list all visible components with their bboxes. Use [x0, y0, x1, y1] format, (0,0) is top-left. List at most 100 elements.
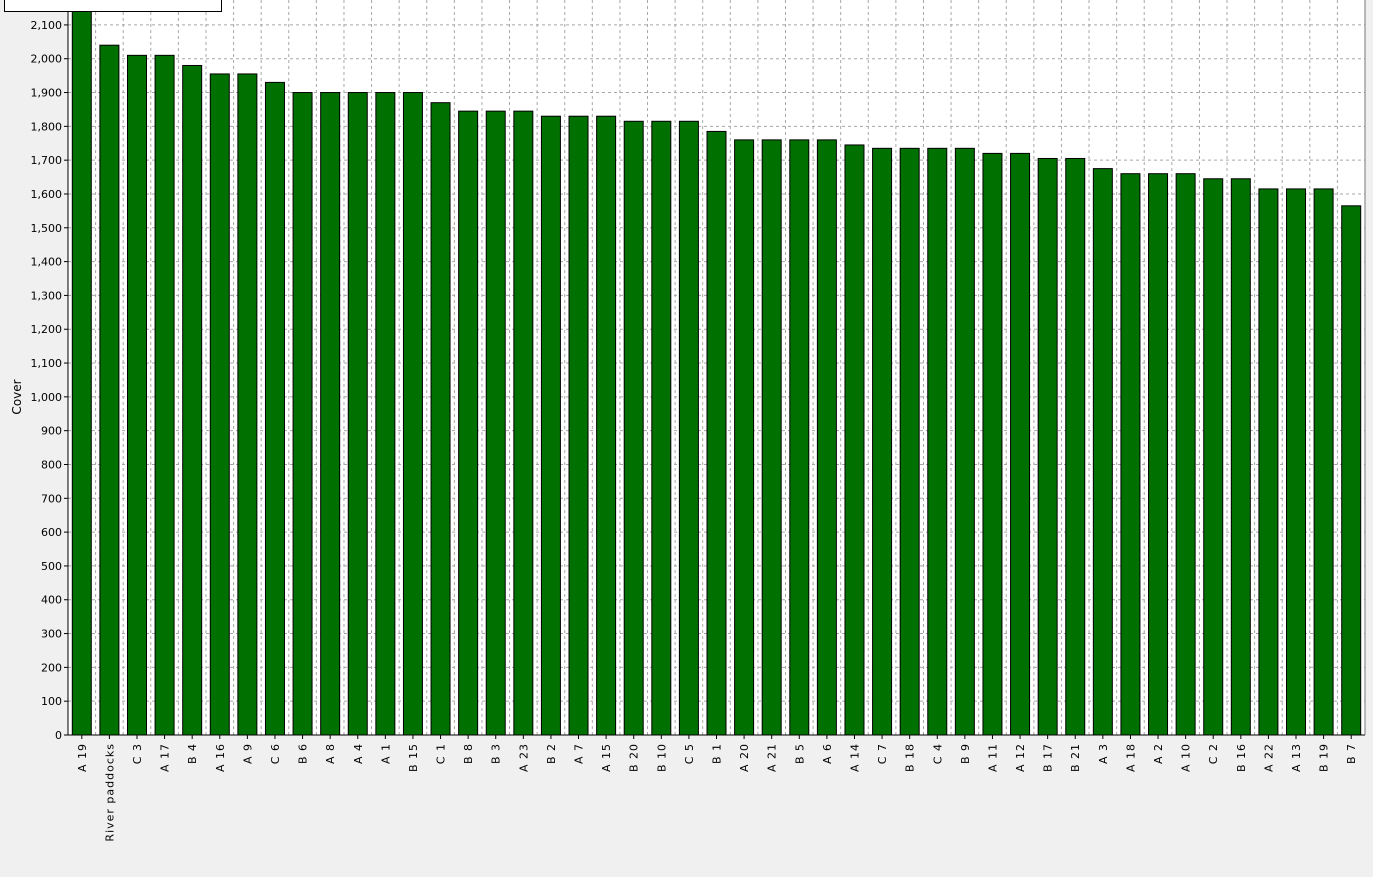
x-tick-label: B 2	[545, 743, 558, 764]
x-tick-label: A 18	[1124, 743, 1137, 772]
bar	[430, 102, 451, 736]
x-tick-label: River paddocks	[103, 743, 116, 842]
y-tick-label: 1,400	[31, 256, 63, 269]
x-tick-label: A 16	[214, 743, 227, 772]
y-tick-label: 700	[41, 492, 62, 505]
bar	[154, 54, 175, 736]
y-tick-label: 400	[41, 594, 62, 607]
x-tick-label: C 7	[876, 743, 889, 764]
bar	[899, 147, 920, 736]
bar	[623, 120, 644, 736]
y-tick-label: 1,700	[31, 154, 63, 167]
bar	[264, 81, 285, 736]
bar	[347, 92, 368, 736]
y-tick-label: 1,900	[31, 87, 63, 100]
x-tick-label: A 11	[986, 743, 999, 772]
bar	[1313, 188, 1334, 736]
bar	[1148, 173, 1169, 736]
y-tick-label: 200	[41, 661, 62, 674]
bar	[1203, 178, 1224, 736]
x-tick-label: A 3	[1097, 743, 1110, 764]
x-tick-label: B 3	[490, 743, 503, 764]
bar	[761, 139, 782, 736]
y-tick-label: 1,100	[31, 357, 63, 370]
axes: 0 100 200 300 400 500 600 700 800 900 1,000 1,100 1,…	[31, 0, 1366, 842]
x-tick-label: B 6	[297, 743, 310, 764]
y-tick-label: 2,100	[31, 19, 63, 32]
y-tick-label: 1,800	[31, 120, 63, 133]
bar	[513, 110, 534, 736]
x-tick-label: A 17	[159, 743, 172, 772]
x-tick-label: A 2	[1152, 743, 1165, 764]
bar	[375, 92, 396, 736]
bar	[126, 54, 147, 736]
x-tick-label: B 19	[1318, 743, 1331, 772]
x-tick-label: A 8	[324, 743, 337, 764]
x-tick-label: B 5	[793, 743, 806, 764]
y-tick-label: 800	[41, 458, 62, 471]
x-tick-label: B 4	[186, 743, 199, 764]
x-tick-label: A 23	[517, 743, 530, 772]
y-tick-label: 100	[41, 695, 62, 708]
y-tick-label: 1,000	[31, 391, 63, 404]
bar	[458, 110, 479, 736]
bar	[402, 92, 423, 736]
bar	[1286, 188, 1307, 736]
x-tick-label: A 9	[241, 743, 254, 764]
bar	[651, 120, 672, 736]
x-tick-label: A 13	[1290, 743, 1303, 772]
bar	[1065, 157, 1086, 736]
bar	[1120, 173, 1141, 736]
bar	[954, 147, 975, 736]
legend-box	[4, 0, 222, 12]
bar	[485, 110, 506, 736]
bar	[1341, 205, 1362, 736]
bar	[1230, 178, 1251, 736]
y-tick-label: 1,600	[31, 188, 63, 201]
x-tick-label: A 22	[1262, 743, 1275, 772]
bar	[1010, 152, 1031, 736]
bar	[872, 147, 893, 736]
y-axis-label: Cover	[10, 379, 24, 414]
x-tick-label: C 4	[931, 743, 944, 764]
x-tick-label: A 20	[738, 743, 751, 772]
y-tick-label: 0	[55, 729, 62, 742]
bar	[844, 144, 865, 736]
bar	[1037, 157, 1058, 736]
y-tick-label: 1,200	[31, 323, 63, 336]
x-tick-label: B 21	[1069, 743, 1082, 772]
x-tick-label: A 7	[573, 743, 586, 764]
bar	[99, 44, 120, 736]
x-tick-label: A 15	[600, 743, 613, 772]
x-tick-label: A 6	[821, 743, 834, 764]
bar	[209, 73, 230, 736]
x-tick-label: B 1	[711, 743, 724, 764]
x-tick-label: B 18	[904, 743, 917, 772]
bar	[734, 139, 755, 736]
x-tick-label: B 17	[1042, 743, 1055, 772]
x-tick-label: C 1	[435, 743, 448, 764]
bar	[182, 64, 203, 736]
x-tick-label: B 16	[1235, 743, 1248, 772]
bar	[1258, 188, 1279, 736]
bar	[706, 130, 727, 736]
bar	[320, 92, 341, 736]
bar	[816, 139, 837, 736]
y-tick-label: 1,500	[31, 222, 63, 235]
x-tick-label: C 6	[269, 743, 282, 764]
y-tick-label: 2,000	[31, 53, 63, 66]
x-tick-label: A 21	[766, 743, 779, 772]
x-tick-label: C 5	[683, 743, 696, 764]
y-tick-label: 300	[41, 628, 62, 641]
bar	[982, 152, 1003, 736]
bar	[789, 139, 810, 736]
x-tick-label: A 10	[1180, 743, 1193, 772]
bar	[71, 7, 92, 736]
y-tick-label: 500	[41, 560, 62, 573]
x-tick-label: A 1	[379, 743, 392, 764]
x-tick-label: A 19	[76, 743, 89, 772]
bar	[237, 73, 258, 736]
x-tick-label: A 4	[352, 743, 365, 764]
bar	[596, 115, 617, 736]
